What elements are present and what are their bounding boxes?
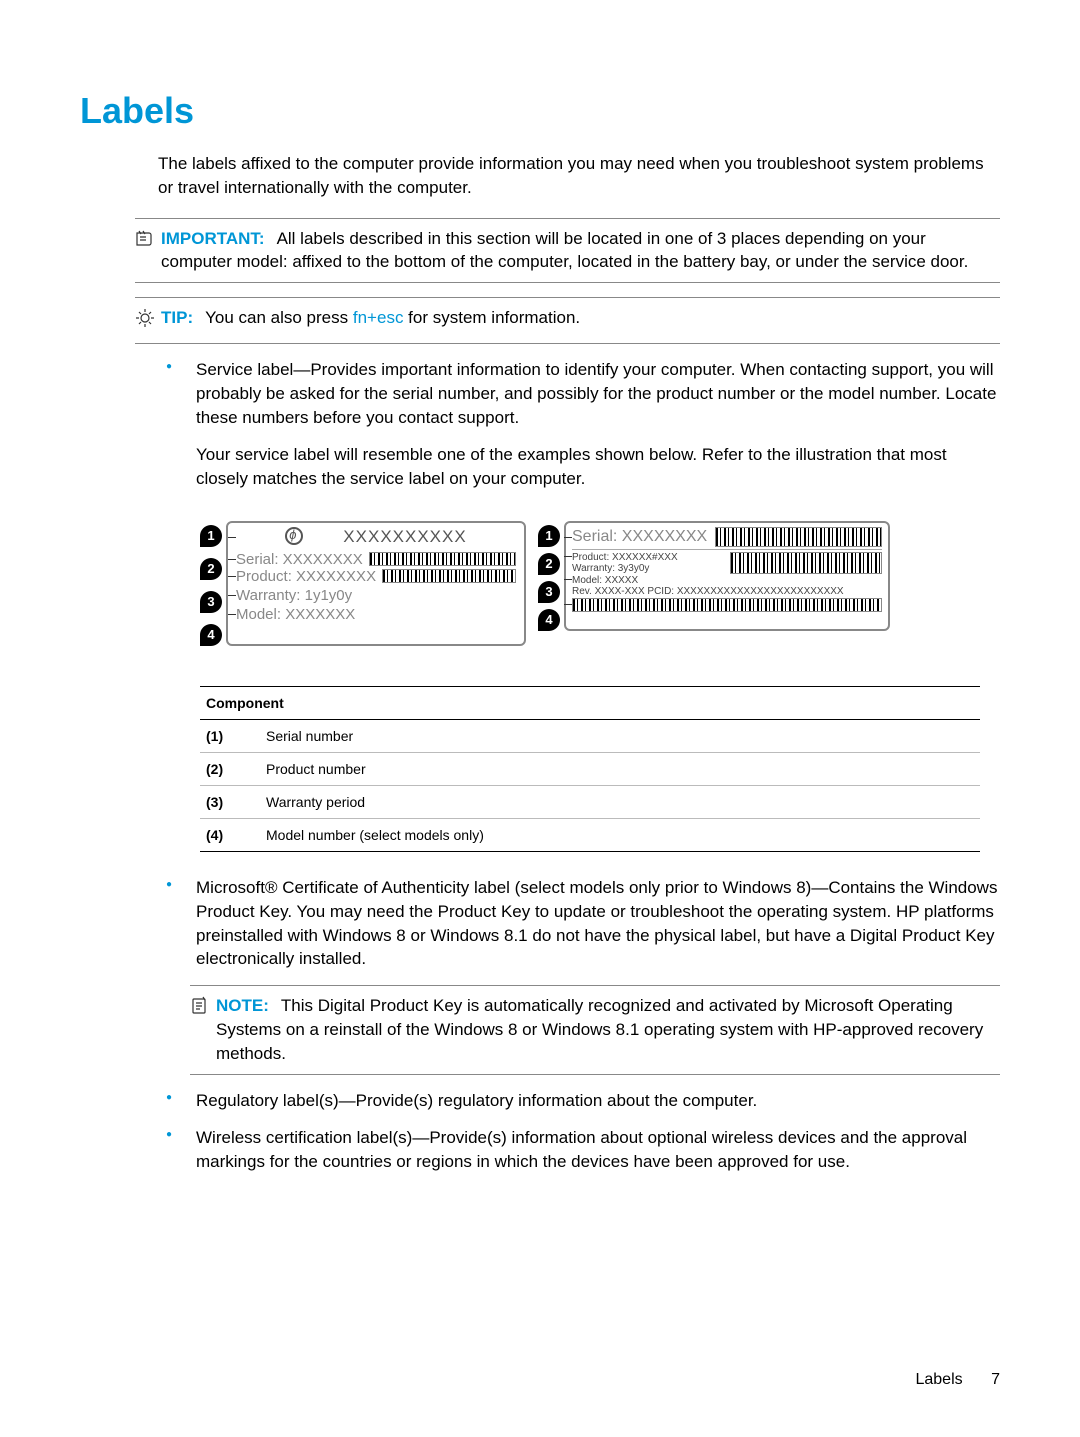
- service-label-lead: Service label—Provides important informa…: [196, 360, 996, 427]
- left-warranty: Warranty: 1y1y0y: [236, 587, 352, 604]
- page-footer: Labels 7: [915, 1371, 1000, 1389]
- service-label-figure: 1 2 3 4 XXXXXXXXXX Serial: XXXXXXXX Prod…: [200, 521, 1000, 646]
- tip-key-fn: fn: [353, 308, 367, 327]
- left-serial: Serial: XXXXXXXX: [236, 551, 363, 568]
- note-callout: NOTE:This Digital Product Key is automat…: [190, 985, 1000, 1074]
- table-row: (4)Model number (select models only): [200, 818, 980, 851]
- barcode-icon: [382, 569, 516, 583]
- note-icon: [190, 996, 210, 1023]
- page-heading: Labels: [80, 90, 1000, 132]
- table-row: (2)Product number: [200, 752, 980, 785]
- footer-section: Labels: [915, 1371, 962, 1388]
- tip-prefix: You can also press: [205, 308, 353, 327]
- right-model: Model: XXXXX: [572, 575, 882, 587]
- note-text: This Digital Product Key is automaticall…: [216, 996, 983, 1063]
- right-serial: Serial: XXXXXXXX: [572, 528, 707, 546]
- callout-badge-2: 2: [200, 558, 222, 580]
- tip-callout: TIP: You can also press fn+esc for system…: [135, 297, 1000, 344]
- important-label: IMPORTANT:: [161, 229, 265, 248]
- tip-suffix: for system information.: [403, 308, 580, 327]
- bullet-coa: Microsoft® Certificate of Authenticity l…: [158, 876, 1000, 971]
- footer-page-number: 7: [991, 1371, 1000, 1388]
- intro-paragraph: The labels affixed to the computer provi…: [158, 152, 1000, 200]
- tip-label: TIP:: [161, 308, 193, 327]
- barcode-icon: [572, 598, 882, 612]
- callout-badge-1: 1: [200, 525, 222, 547]
- table-row: (3)Warranty period: [200, 785, 980, 818]
- important-text: All labels described in this section wil…: [161, 229, 968, 272]
- barcode-icon: [369, 552, 516, 566]
- service-label-example-right: Serial: XXXXXXXX Product: XXXXXX#XXX War…: [564, 521, 890, 631]
- service-label-example-left: XXXXXXXXXX Serial: XXXXXXXX Product: XXX…: [226, 521, 526, 646]
- tip-plus: +: [367, 308, 377, 327]
- tip-key-esc: esc: [377, 308, 403, 327]
- callout-badge-2: 2: [538, 553, 560, 575]
- bullet-regulatory: Regulatory label(s)—Provide(s) regulator…: [158, 1089, 1000, 1113]
- bullet-wireless: Wireless certification label(s)—Provide(…: [158, 1126, 1000, 1174]
- left-product: Product: XXXXXXXX: [236, 568, 376, 585]
- callout-badge-3: 3: [200, 591, 222, 613]
- left-title: XXXXXXXXXX: [343, 527, 466, 546]
- callout-badge-3: 3: [538, 581, 560, 603]
- important-icon: [135, 229, 155, 256]
- service-label-sub: Your service label will resemble one of …: [196, 443, 1000, 491]
- right-product: Product: XXXXXX#XXX: [572, 552, 722, 564]
- barcode-icon: [730, 552, 882, 574]
- left-model: Model: XXXXXXX: [236, 606, 355, 623]
- component-table: Component (1)Serial number (2)Product nu…: [200, 686, 980, 852]
- tip-icon: [135, 308, 155, 335]
- callout-badge-4: 4: [538, 609, 560, 631]
- hp-logo-icon: [285, 527, 303, 545]
- right-rev: Rev. XXXX-XXX PCID: XXXXXXXXXXXXXXXXXXXX…: [572, 586, 882, 598]
- barcode-icon: [715, 527, 882, 547]
- right-warranty: Warranty: 3y3y0y: [572, 563, 722, 575]
- bullet-service-label: Service label—Provides important informa…: [158, 358, 1000, 491]
- callout-badge-1: 1: [538, 525, 560, 547]
- table-header: Component: [200, 686, 980, 719]
- note-label: NOTE:: [216, 996, 269, 1015]
- callout-badge-4: 4: [200, 624, 222, 646]
- table-row: (1)Serial number: [200, 719, 980, 752]
- important-callout: IMPORTANT:All labels described in this s…: [135, 218, 1000, 284]
